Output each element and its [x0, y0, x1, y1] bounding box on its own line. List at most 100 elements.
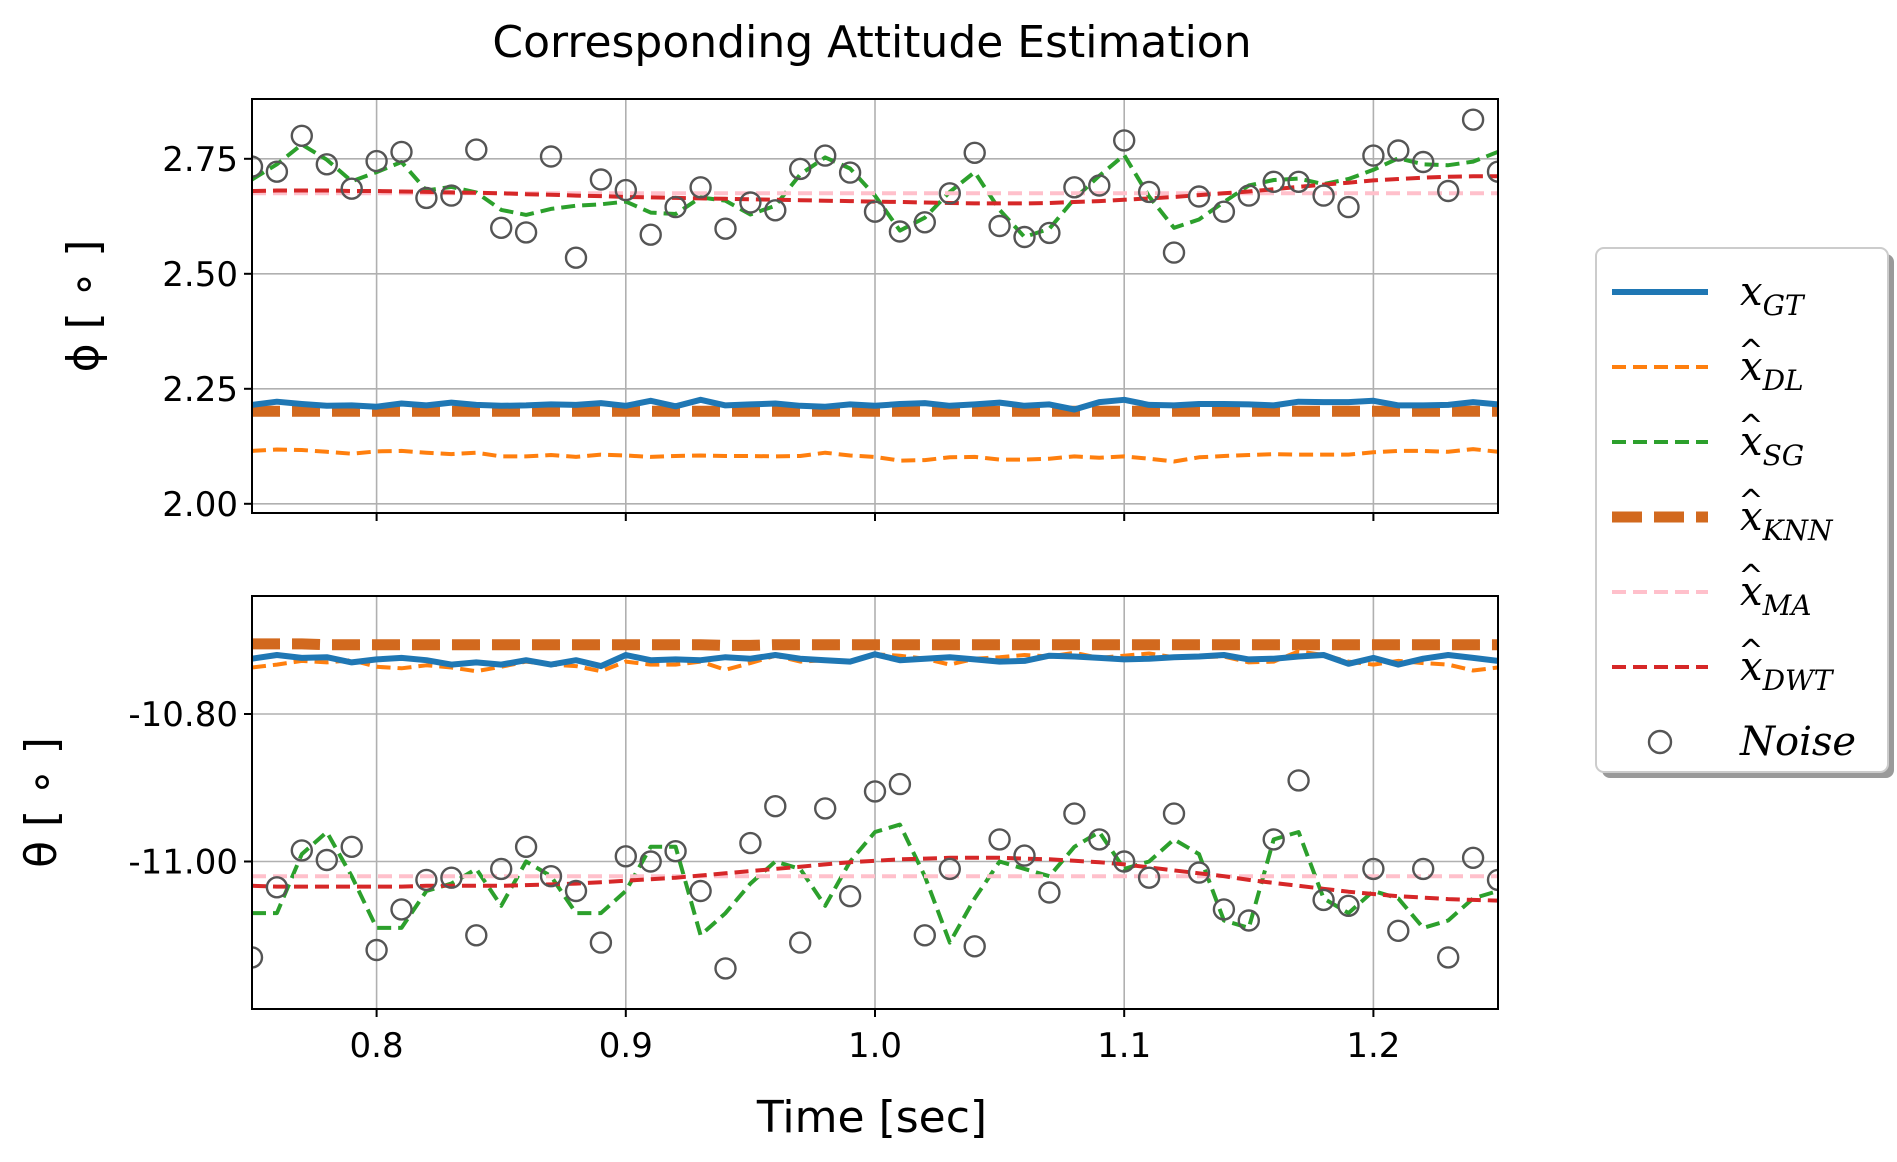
legend-subscript: DWT — [1762, 664, 1835, 697]
legend-label: xDL — [1740, 344, 1804, 397]
noise-point — [689, 176, 712, 199]
noise-point — [1362, 857, 1385, 881]
theta-series-sg — [252, 822, 1498, 945]
y-tick-label: 2.25 — [162, 370, 238, 410]
theta-noise-markers — [252, 769, 1498, 980]
noise-point — [714, 217, 737, 240]
noise-point — [614, 845, 637, 868]
noise-point — [1063, 802, 1086, 825]
noise-point — [265, 160, 289, 183]
noise-point — [1162, 241, 1186, 264]
noise-point — [963, 141, 986, 165]
noise-point — [1436, 179, 1460, 203]
noise-point — [1013, 844, 1036, 867]
noise-point — [265, 876, 289, 899]
noise-point — [589, 931, 613, 954]
noise-point — [764, 795, 787, 818]
phi-series-dl — [252, 447, 1498, 464]
noise-point — [739, 191, 762, 214]
noise-point — [1436, 946, 1460, 969]
noise-point — [1212, 898, 1236, 921]
noise-point — [1088, 174, 1111, 197]
y-tick-label: -10.80 — [128, 695, 238, 735]
noise-point — [838, 161, 862, 184]
noise-point — [1362, 144, 1385, 167]
noise-point — [1162, 802, 1186, 825]
noise-point — [689, 879, 712, 903]
theta-series-knn — [252, 638, 1498, 651]
noise-point — [589, 168, 613, 191]
legend-box — [1595, 247, 1889, 773]
noise-point — [1237, 184, 1261, 207]
phi-noise-markers — [252, 108, 1498, 269]
noise-point — [440, 184, 463, 207]
noise-point — [988, 214, 1011, 238]
noise-point — [290, 124, 313, 148]
legend-marker — [1647, 729, 1673, 755]
phi-panel: 2.00 2.25 2.50 2.75 ϕ [ ∘ ] — [58, 98, 1499, 525]
noise-point — [564, 879, 588, 903]
noise-point — [1187, 185, 1211, 208]
hat-icon: ^ — [1738, 634, 1763, 669]
legend-subscript: KNN — [1762, 514, 1834, 547]
legend-subscript: SG — [1763, 439, 1805, 472]
noise-point — [1112, 850, 1136, 873]
noise-point — [838, 885, 862, 908]
noise-point — [1461, 846, 1485, 869]
noise-point — [664, 840, 687, 863]
theta-y-axis-label: θ [ ∘ ] — [16, 737, 67, 868]
legend-subscript: MA — [1762, 589, 1812, 622]
noise-point — [1486, 160, 1498, 183]
noise-point — [252, 946, 264, 969]
noise-point — [539, 865, 563, 888]
phi-series-gt — [252, 396, 1498, 413]
noise-point — [1387, 919, 1410, 942]
legend-label: xSG — [1740, 419, 1804, 472]
noise-point — [913, 924, 936, 947]
noise-point — [814, 797, 837, 820]
noise-point — [1411, 150, 1435, 174]
noise-point — [340, 835, 363, 858]
noise-point — [315, 848, 338, 872]
legend-item-sg: xSG^ — [1612, 409, 1804, 472]
noise-point — [1137, 180, 1161, 204]
noise-point — [315, 153, 338, 176]
noise-point — [614, 178, 637, 202]
hat-icon: ^ — [1738, 409, 1763, 444]
legend-label: xDWT — [1740, 644, 1835, 697]
noise-point — [988, 828, 1011, 851]
noise-point — [639, 850, 662, 873]
legend-subscript: DL — [1762, 364, 1804, 397]
noise-point — [1212, 200, 1236, 223]
noise-point — [465, 924, 488, 947]
noise-point — [1287, 170, 1310, 194]
hat-icon: ^ — [1738, 334, 1763, 369]
y-tick-label: 2.75 — [162, 140, 238, 180]
legend-label: Noise — [1739, 719, 1856, 765]
noise-point — [1137, 866, 1161, 889]
noise-point — [1287, 769, 1310, 792]
hat-icon: ^ — [1738, 484, 1763, 519]
noise-point — [252, 155, 264, 178]
x-tick-label: 0.9 — [599, 1026, 653, 1066]
noise-point — [714, 957, 737, 980]
noise-point — [1337, 195, 1360, 219]
legend-item-noise: Noise — [1647, 719, 1856, 765]
noise-point — [963, 935, 986, 958]
noise-point — [1312, 184, 1335, 207]
noise-point — [514, 835, 538, 858]
noise-point — [340, 177, 363, 200]
noise-point — [1387, 139, 1410, 162]
noise-point — [938, 857, 961, 881]
noise-point — [1038, 881, 1061, 904]
noise-point — [390, 140, 413, 164]
phi-y-axis-label: ϕ [ ∘ ] — [58, 240, 109, 373]
noise-point — [863, 200, 887, 223]
noise-point — [290, 839, 313, 862]
noise-point — [1013, 225, 1036, 249]
noise-point — [789, 157, 812, 181]
noise-point — [539, 145, 563, 168]
legend-item-dwt: xDWT^ — [1612, 634, 1835, 697]
noise-point — [365, 149, 388, 173]
legend-subscript: GT — [1763, 289, 1806, 322]
